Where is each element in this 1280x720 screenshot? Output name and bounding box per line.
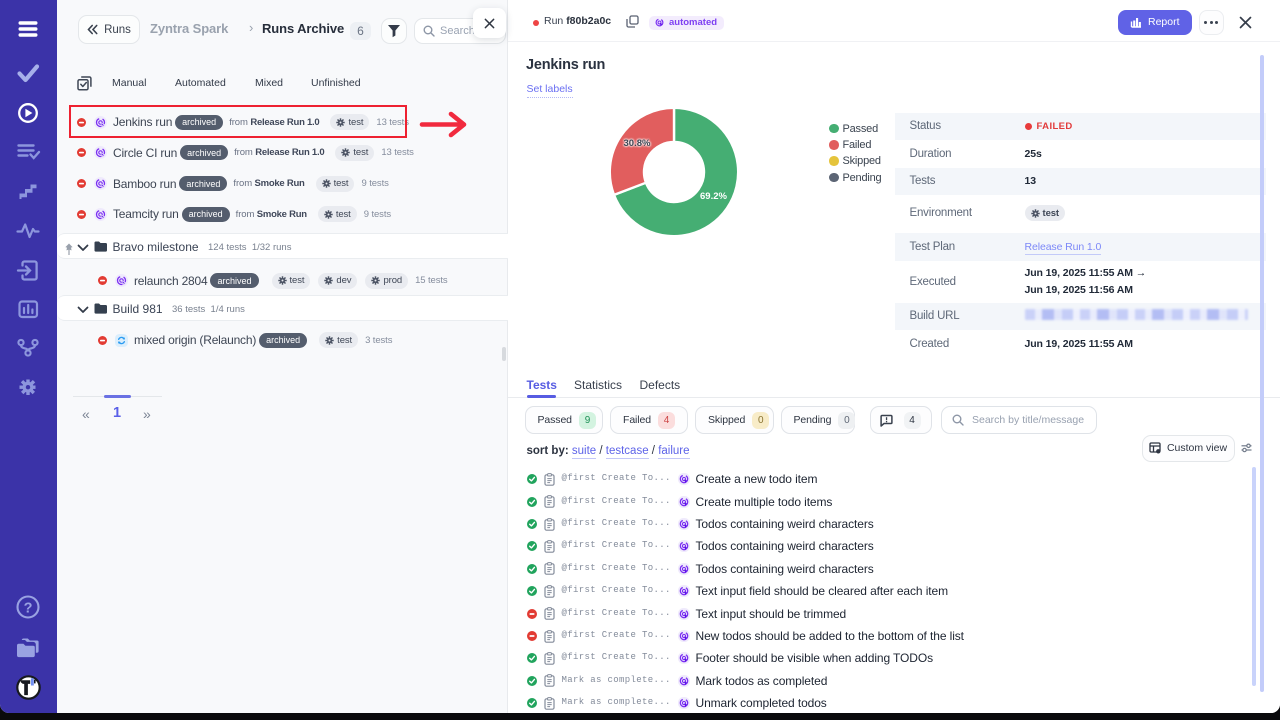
- svg-text:?: ?: [24, 601, 33, 617]
